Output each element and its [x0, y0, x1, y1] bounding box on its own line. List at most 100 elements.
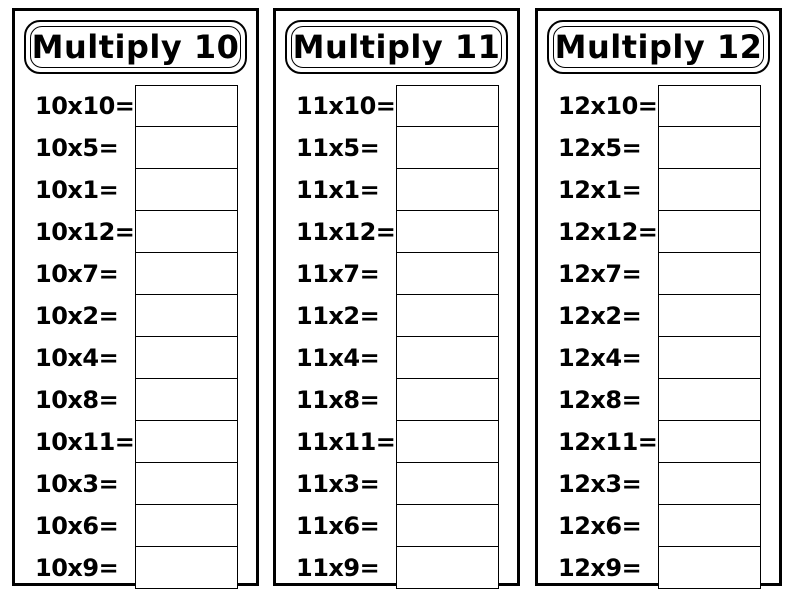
- problem-row: 11x2=: [276, 295, 517, 337]
- problem-row: 10x2=: [15, 295, 256, 337]
- answer-box[interactable]: [658, 253, 761, 295]
- problem-row: 12x11=: [538, 421, 779, 463]
- problem-row: 11x7=: [276, 253, 517, 295]
- problem-equation: 10x8=: [35, 386, 119, 414]
- problem-row: 10x10=: [15, 85, 256, 127]
- problem-equation: 10x6=: [35, 512, 119, 540]
- worksheet-panel-multiply-11: Multiply 11 11x10= 11x5= 11x1= 11x12= 11x7= 1…: [273, 8, 520, 589]
- problem-list: 10x10= 10x5= 10x1= 10x12= 10x7= 10x2= 10x4= 10x…: [15, 85, 256, 589]
- answer-box[interactable]: [135, 379, 238, 421]
- problem-row: 12x5=: [538, 127, 779, 169]
- problem-equation: 11x1=: [296, 176, 380, 204]
- panel-title: Multiply 11: [292, 28, 501, 66]
- answer-box[interactable]: [135, 547, 238, 589]
- answer-box[interactable]: [135, 169, 238, 211]
- problem-row: 10x9=: [15, 547, 256, 589]
- answer-box[interactable]: [658, 85, 761, 127]
- problem-row: 11x9=: [276, 547, 517, 589]
- problem-equation: 10x12=: [35, 218, 135, 246]
- panel-title-box: Multiply 12: [547, 20, 770, 74]
- problem-equation: 10x3=: [35, 470, 119, 498]
- problem-row: 10x6=: [15, 505, 256, 547]
- panel-title-box: Multiply 10: [24, 20, 247, 74]
- answer-box[interactable]: [658, 337, 761, 379]
- problem-row: 10x5=: [15, 127, 256, 169]
- problem-row: 11x6=: [276, 505, 517, 547]
- worksheet-panel-multiply-10: Multiply 10 10x10= 10x5= 10x1= 10x12= 10x7= 1…: [12, 8, 259, 589]
- answer-box[interactable]: [396, 421, 499, 463]
- problem-equation: 12x7=: [558, 260, 642, 288]
- problem-equation: 11x6=: [296, 512, 380, 540]
- answer-box[interactable]: [396, 295, 499, 337]
- answer-box[interactable]: [135, 211, 238, 253]
- answer-box[interactable]: [396, 127, 499, 169]
- problem-equation: 12x5=: [558, 134, 642, 162]
- answer-box[interactable]: [396, 169, 499, 211]
- answer-box[interactable]: [396, 505, 499, 547]
- answer-box[interactable]: [135, 337, 238, 379]
- answer-box[interactable]: [135, 127, 238, 169]
- problem-equation: 11x7=: [296, 260, 380, 288]
- problem-list: 11x10= 11x5= 11x1= 11x12= 11x7= 11x2= 11x4= 11x…: [276, 85, 517, 589]
- problem-equation: 11x11=: [296, 428, 396, 456]
- answer-box[interactable]: [135, 505, 238, 547]
- answer-box[interactable]: [658, 211, 761, 253]
- problem-equation: 11x8=: [296, 386, 380, 414]
- problem-row: 12x4=: [538, 337, 779, 379]
- answer-box[interactable]: [135, 295, 238, 337]
- answer-box[interactable]: [396, 463, 499, 505]
- problem-equation: 10x11=: [35, 428, 135, 456]
- answer-box[interactable]: [396, 337, 499, 379]
- answer-box[interactable]: [658, 127, 761, 169]
- problem-row: 12x6=: [538, 505, 779, 547]
- answer-box[interactable]: [658, 547, 761, 589]
- answer-box[interactable]: [396, 253, 499, 295]
- panel-title: Multiply 12: [554, 28, 763, 66]
- problem-row: 11x3=: [276, 463, 517, 505]
- panel-title: Multiply 10: [31, 28, 240, 66]
- problem-equation: 11x3=: [296, 470, 380, 498]
- problem-row: 12x8=: [538, 379, 779, 421]
- answer-box[interactable]: [658, 379, 761, 421]
- problem-equation: 11x5=: [296, 134, 380, 162]
- answer-box[interactable]: [135, 85, 238, 127]
- answer-box[interactable]: [396, 379, 499, 421]
- answer-box[interactable]: [658, 169, 761, 211]
- problem-row: 10x12=: [15, 211, 256, 253]
- answer-box[interactable]: [135, 421, 238, 463]
- problem-equation: 10x5=: [35, 134, 119, 162]
- answer-box[interactable]: [658, 421, 761, 463]
- problem-row: 11x12=: [276, 211, 517, 253]
- answer-box[interactable]: [396, 547, 499, 589]
- problem-equation: 10x9=: [35, 554, 119, 582]
- problem-row: 12x12=: [538, 211, 779, 253]
- answer-box[interactable]: [658, 295, 761, 337]
- problem-equation: 12x12=: [558, 218, 658, 246]
- problem-row: 12x1=: [538, 169, 779, 211]
- problem-row: 10x1=: [15, 169, 256, 211]
- problem-row: 10x7=: [15, 253, 256, 295]
- answer-box[interactable]: [658, 463, 761, 505]
- problem-row: 12x2=: [538, 295, 779, 337]
- problem-row: 10x11=: [15, 421, 256, 463]
- problem-equation: 12x4=: [558, 344, 642, 372]
- answer-box[interactable]: [135, 463, 238, 505]
- problem-equation: 12x2=: [558, 302, 642, 330]
- problem-equation: 12x3=: [558, 470, 642, 498]
- problem-equation: 12x10=: [558, 92, 658, 120]
- problem-equation: 12x9=: [558, 554, 642, 582]
- problem-equation: 10x2=: [35, 302, 119, 330]
- problem-row: 11x5=: [276, 127, 517, 169]
- problem-equation: 10x4=: [35, 344, 119, 372]
- problem-row: 11x8=: [276, 379, 517, 421]
- problem-equation: 12x1=: [558, 176, 642, 204]
- answer-box[interactable]: [135, 253, 238, 295]
- problem-equation: 12x6=: [558, 512, 642, 540]
- answer-box[interactable]: [396, 85, 499, 127]
- problem-row: 11x1=: [276, 169, 517, 211]
- answer-box[interactable]: [658, 505, 761, 547]
- problem-equation: 12x11=: [558, 428, 658, 456]
- worksheet-panel-multiply-12: Multiply 12 12x10= 12x5= 12x1= 12x12= 12x7= 1…: [535, 8, 782, 589]
- problem-equation: 11x10=: [296, 92, 396, 120]
- answer-box[interactable]: [396, 211, 499, 253]
